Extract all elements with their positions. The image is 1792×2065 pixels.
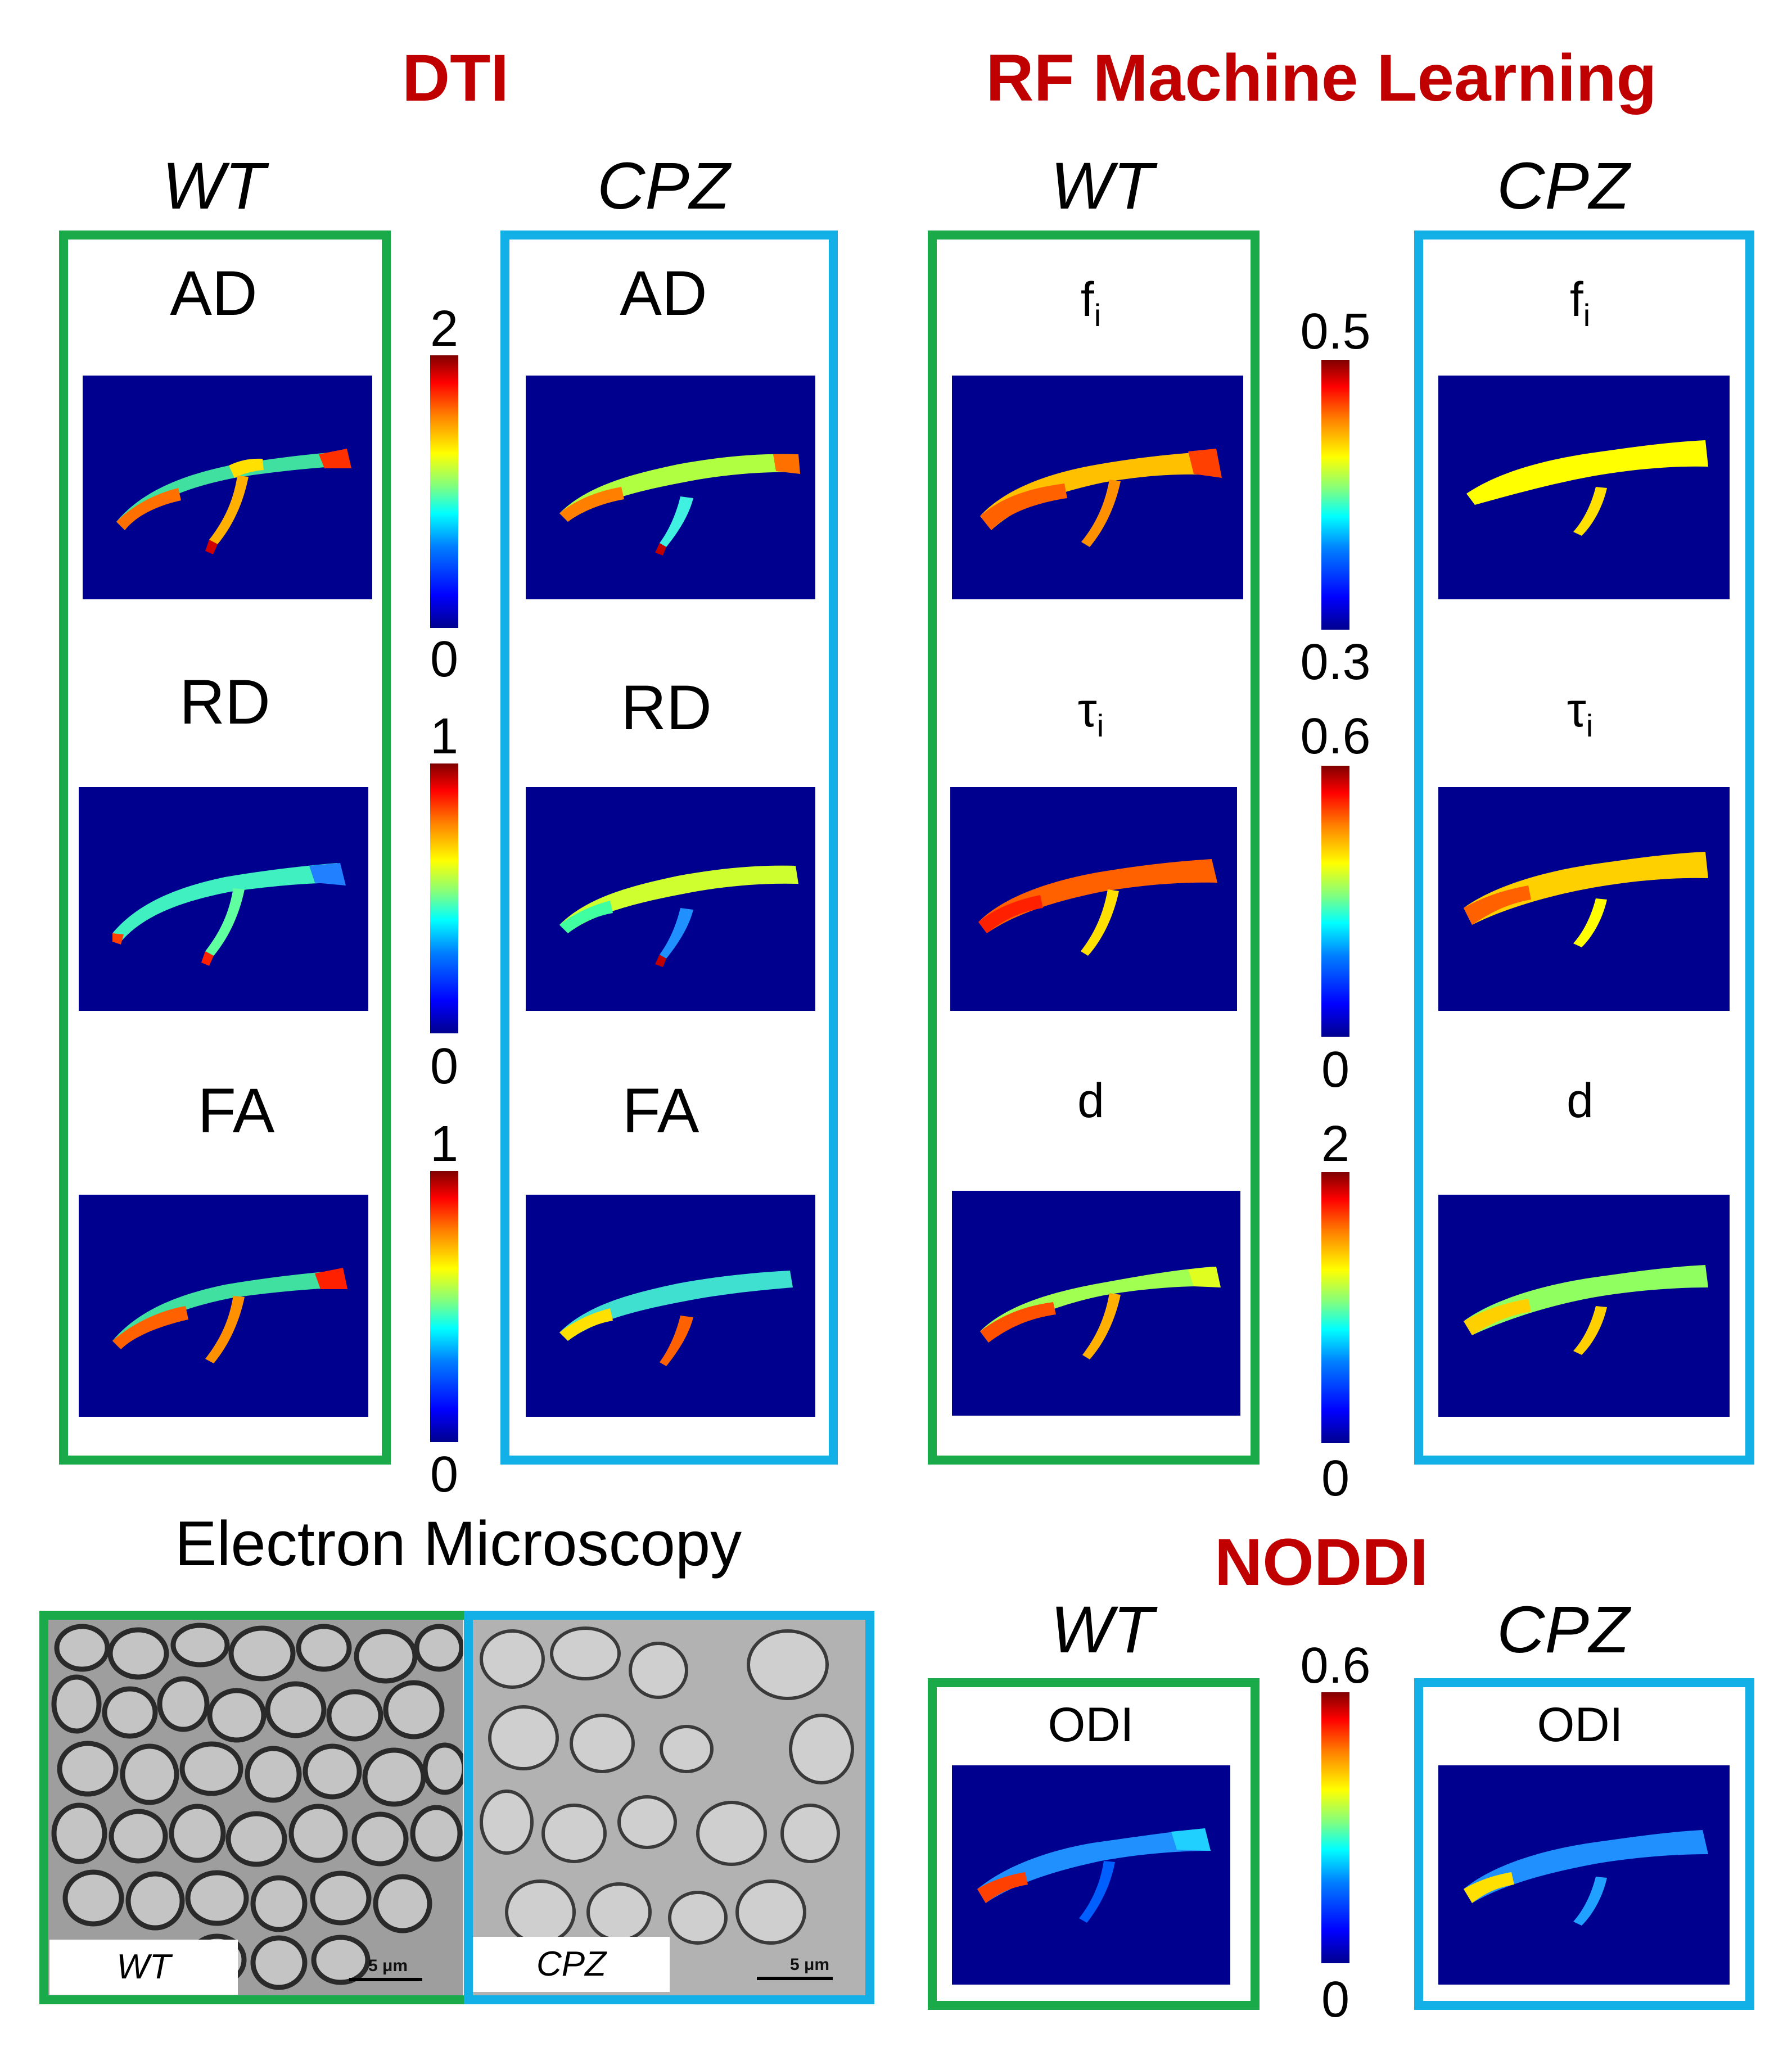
rf-cpz-d-label: d	[1567, 1074, 1594, 1128]
em-cpz-frame	[464, 1611, 874, 2004]
rf-d-cbar-max: 2	[1321, 1116, 1350, 1172]
rf-cpz-d-map	[1438, 1195, 1730, 1417]
noddi-wt-frame	[928, 1678, 1260, 2010]
em-wt-image	[48, 1620, 463, 1995]
rf-taui-colorbar	[1321, 766, 1349, 1037]
dti-cpz-frame	[500, 231, 838, 1465]
dti-cpz-fa-label: FA	[622, 1076, 699, 1146]
dti-cpz-label: CPZ	[597, 149, 730, 223]
noddi-wt-odi-map	[952, 1765, 1230, 1985]
rf-cpz-taui-map	[1438, 787, 1730, 1011]
dti-ad-cbar-min: 0	[430, 631, 459, 688]
rf-wt-d-map	[952, 1191, 1240, 1416]
dti-wt-ad-label: AD	[170, 258, 258, 328]
dti-rd-cbar-min: 0	[430, 1038, 459, 1095]
rf-cpz-label: CPZ	[1497, 149, 1629, 223]
dti-ad-colorbar	[430, 355, 458, 628]
noddi-wt-odi-label: ODI	[1048, 1698, 1134, 1752]
dti-wt-rd-label: RD	[179, 667, 270, 737]
rf-taui-cbar-min: 0	[1321, 1042, 1350, 1098]
noddi-odi-colorbar	[1321, 1692, 1349, 1963]
rf-wt-taui-sub: i	[1096, 708, 1104, 743]
rf-wt-fi-base: f	[1080, 273, 1094, 327]
rf-wt-fi-sub: i	[1094, 297, 1102, 333]
rf-taui-cbar-max: 0.6	[1300, 708, 1371, 765]
rf-fi-cbar-min: 0.3	[1300, 634, 1371, 690]
dti-wt-fa-label: FA	[197, 1076, 275, 1146]
dti-ad-cbar-max: 2	[430, 301, 459, 357]
dti-wt-label: WT	[162, 149, 265, 223]
rf-wt-frame	[928, 231, 1260, 1465]
rf-title: RF Machine Learning	[986, 41, 1657, 115]
dti-fa-cbar-min: 0	[430, 1447, 459, 1503]
rf-d-colorbar	[1321, 1172, 1349, 1443]
rf-cpz-fi-map	[1438, 376, 1730, 599]
em-cpz-label: CPZ	[473, 1937, 670, 1992]
rf-fi-colorbar	[1321, 360, 1349, 630]
rf-wt-label: WT	[1050, 149, 1154, 223]
rf-wt-fi-label: fi	[978, 275, 1203, 331]
rf-cpz-fi-base: f	[1569, 273, 1583, 327]
rf-d-cbar-min: 0	[1321, 1451, 1350, 1507]
em-cpz-image	[473, 1620, 865, 1995]
dti-cpz-ad-label: AD	[620, 258, 707, 328]
noddi-cpz-frame	[1414, 1678, 1754, 2010]
em-wt-scale-label: 5 μm	[368, 1956, 408, 1975]
dti-rd-colorbar	[430, 763, 458, 1033]
em-cpz-scale-label: 5 μm	[790, 1955, 830, 1974]
dti-cpz-fa-map	[526, 1195, 815, 1417]
rf-wt-taui-label: τi	[978, 686, 1203, 742]
dti-cpz-rd-label: RD	[621, 672, 712, 743]
rf-cpz-taui-sub: i	[1586, 708, 1594, 743]
em-wt-label: WT	[49, 1940, 238, 1995]
rf-wt-taui-map	[950, 787, 1237, 1011]
rf-cpz-fi-label: fi	[1468, 275, 1692, 331]
dti-fa-cbar-max: 1	[430, 1116, 459, 1172]
rf-cpz-taui-label: τi	[1468, 686, 1692, 742]
dti-wt-rd-map	[79, 787, 368, 1011]
rf-cpz-fi-sub: i	[1583, 297, 1591, 333]
dti-cpz-ad-map	[526, 376, 815, 599]
dti-wt-ad-map	[83, 376, 372, 599]
rf-wt-taui-base: τ	[1077, 683, 1097, 737]
em-title: Electron Microscopy	[174, 1508, 742, 1579]
noddi-wt-label: WT	[1050, 1593, 1154, 1667]
noddi-odi-cbar-max: 0.6	[1300, 1638, 1371, 1694]
noddi-cpz-odi-map	[1438, 1765, 1730, 1985]
noddi-odi-cbar-min: 0	[1321, 1972, 1350, 2028]
rf-fi-cbar-max: 0.5	[1300, 304, 1371, 360]
dti-wt-frame	[59, 231, 391, 1465]
rf-wt-fi-map	[952, 376, 1243, 599]
noddi-cpz-label: CPZ	[1497, 1593, 1629, 1667]
dti-cpz-rd-map	[526, 787, 815, 1011]
dti-rd-cbar-max: 1	[430, 708, 459, 765]
rf-cpz-taui-base: τ	[1567, 683, 1586, 737]
dti-wt-fa-map	[79, 1195, 368, 1417]
dti-title: DTI	[401, 41, 509, 115]
dti-fa-colorbar	[430, 1171, 458, 1442]
noddi-title: NODDI	[1214, 1525, 1429, 1599]
rf-wt-d-label: d	[1077, 1074, 1104, 1128]
noddi-cpz-odi-label: ODI	[1537, 1698, 1623, 1752]
rf-cpz-frame	[1414, 231, 1754, 1465]
